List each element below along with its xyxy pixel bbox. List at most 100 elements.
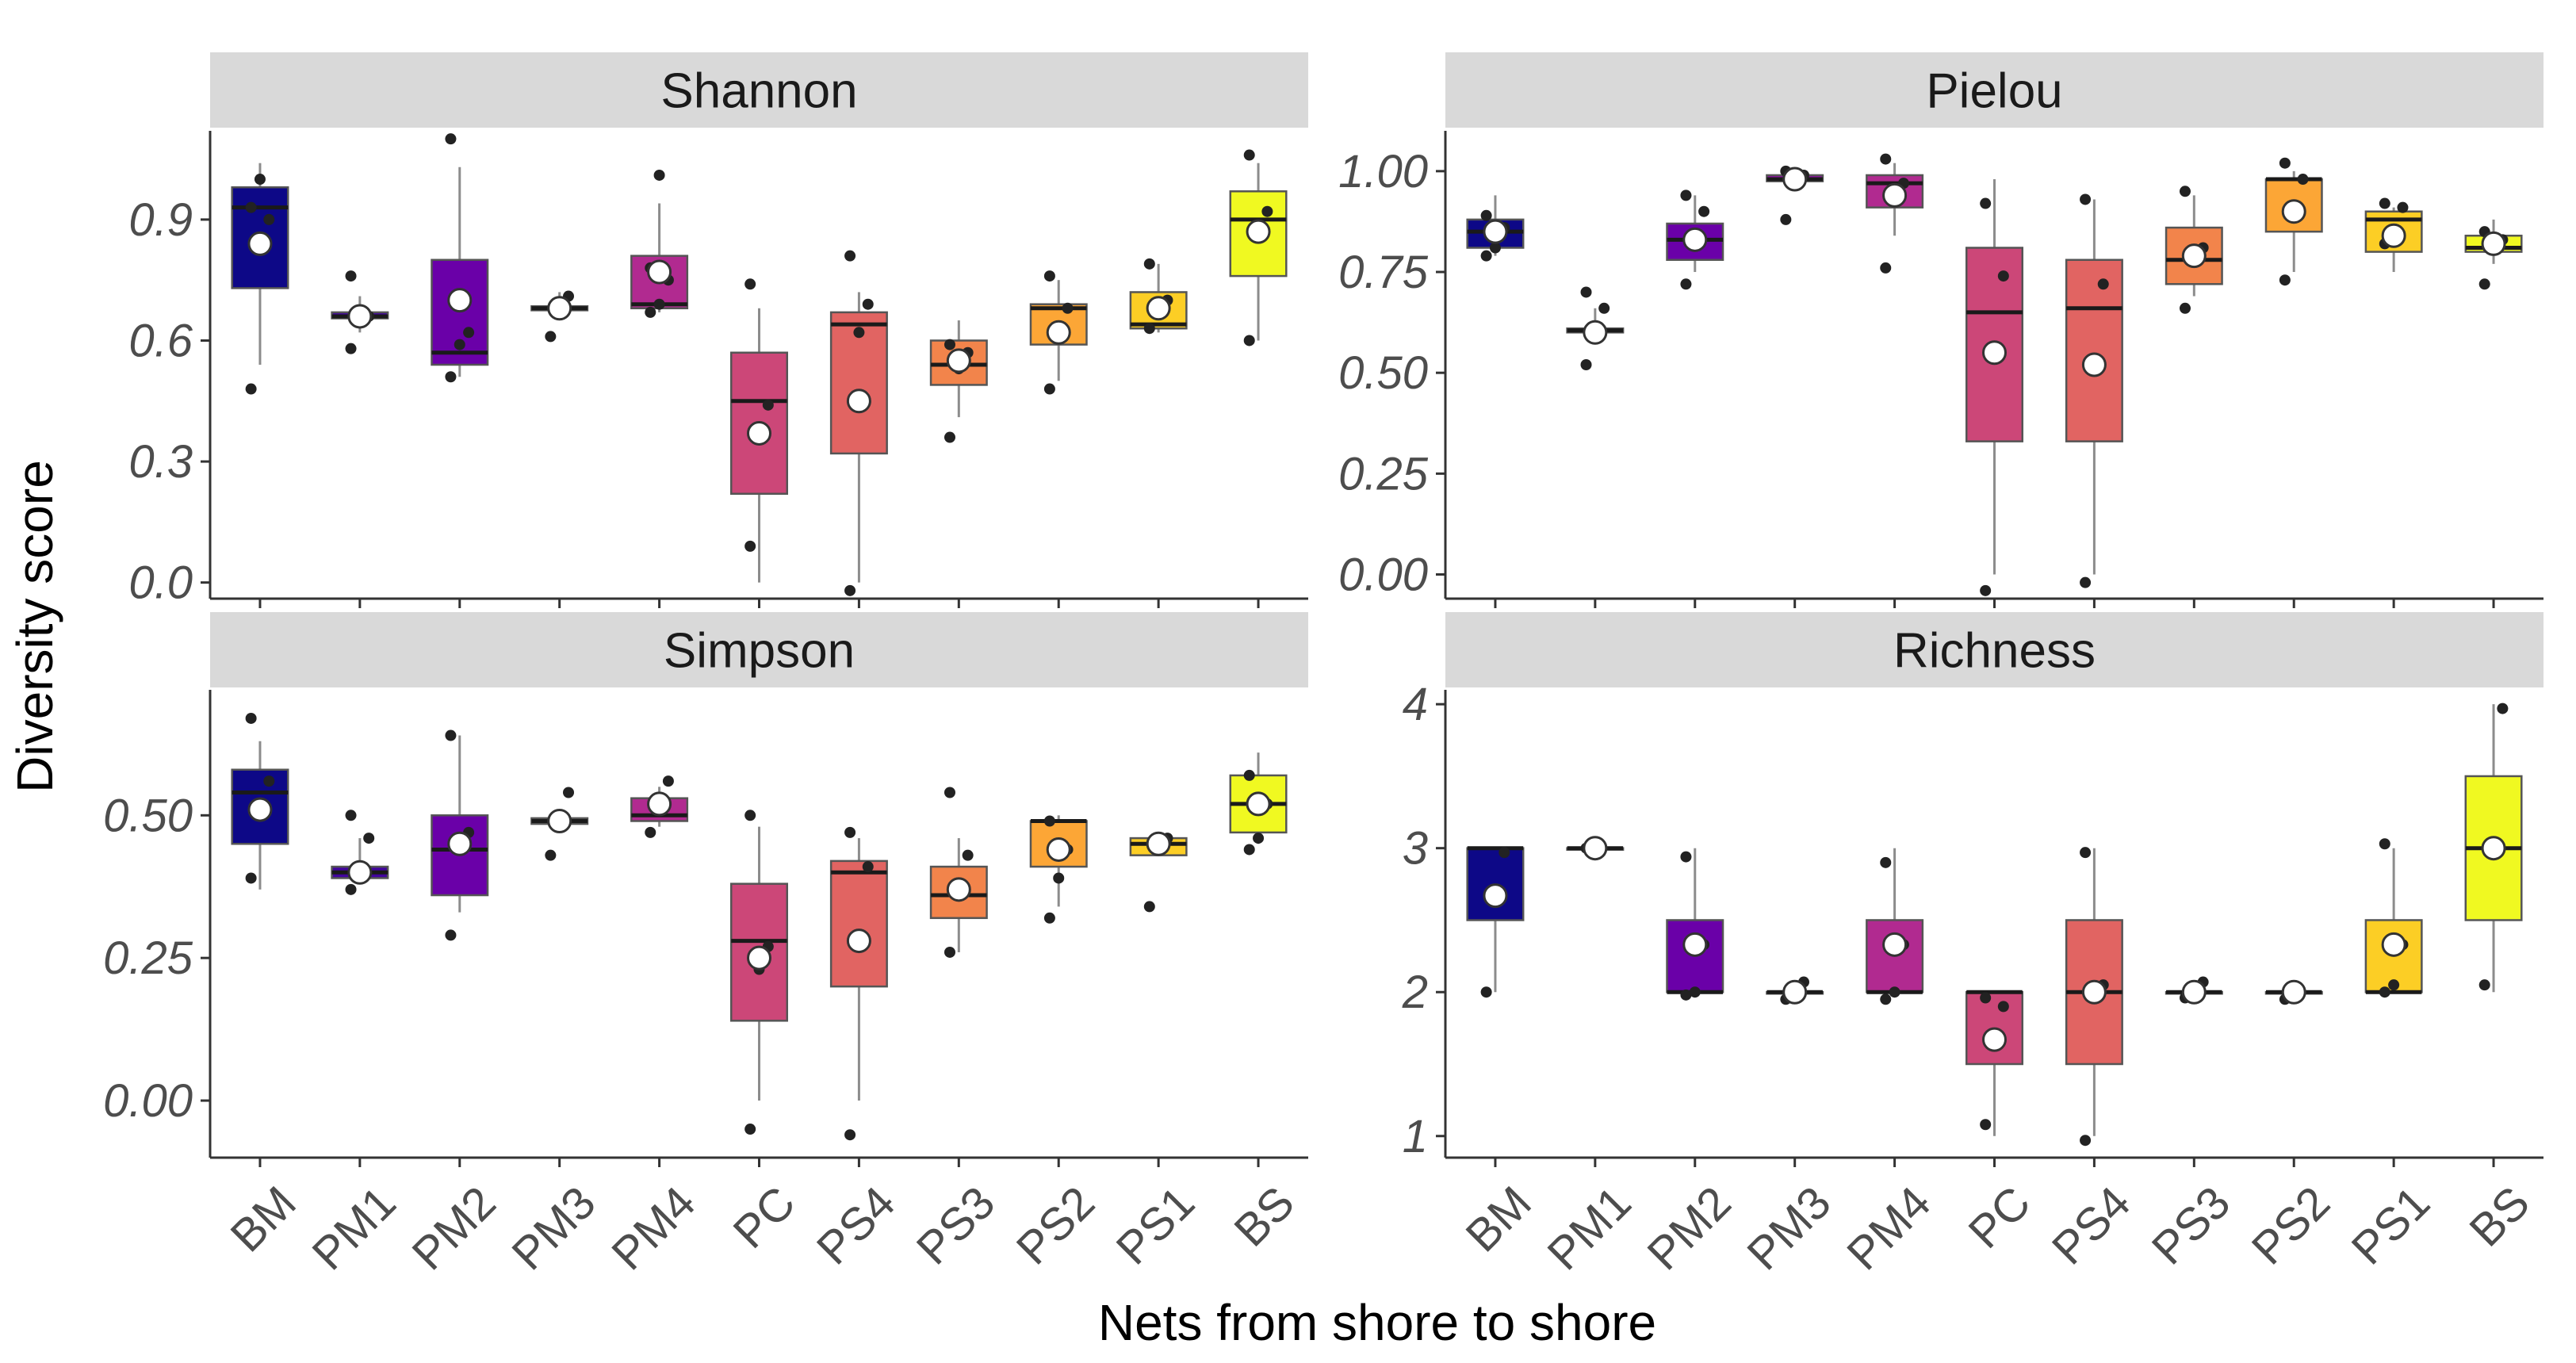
data-point bbox=[2379, 197, 2390, 209]
mean-marker bbox=[1246, 219, 1271, 244]
mean-marker bbox=[247, 231, 273, 256]
mean-marker bbox=[2381, 223, 2406, 248]
facet-title: Pielou bbox=[1926, 64, 2062, 119]
mean-marker bbox=[846, 389, 871, 414]
data-point bbox=[245, 712, 257, 724]
data-point bbox=[1062, 302, 1074, 314]
data-point bbox=[1243, 149, 1255, 161]
box-pm4 bbox=[1866, 848, 1924, 1005]
mean-marker bbox=[1583, 836, 1608, 861]
data-point bbox=[563, 787, 575, 798]
box-pm2 bbox=[1666, 848, 1724, 1001]
mean-marker bbox=[1246, 791, 1271, 817]
data-point bbox=[245, 872, 257, 884]
y-tick-label: 1 bbox=[1403, 1111, 1428, 1162]
mean-marker bbox=[2481, 836, 2506, 861]
data-point bbox=[1043, 912, 1055, 924]
data-point bbox=[2080, 847, 2092, 859]
mean-marker bbox=[1782, 167, 1808, 192]
y-tick-label: 0.0 bbox=[128, 557, 193, 609]
data-point bbox=[1980, 1119, 1992, 1131]
data-point bbox=[2478, 278, 2490, 290]
mean-marker bbox=[1782, 979, 1808, 1005]
data-point bbox=[944, 787, 955, 798]
data-point bbox=[545, 849, 557, 861]
data-point bbox=[2080, 576, 2092, 588]
box-ps1 bbox=[2364, 838, 2423, 998]
box-bm bbox=[1466, 195, 1525, 262]
box-bs bbox=[1229, 149, 1288, 346]
box-pc bbox=[729, 810, 789, 1135]
mean-marker bbox=[1583, 320, 1608, 345]
data-point bbox=[2379, 838, 2390, 850]
data-point bbox=[1243, 769, 1255, 781]
facet-pielou: Pielou 0.00 0.25 0.50 0.75 1.00 bbox=[1338, 52, 2543, 608]
mean-marker bbox=[1982, 1027, 2007, 1052]
data-point bbox=[962, 849, 974, 861]
data-point bbox=[445, 929, 457, 941]
y-tick-label: 0.3 bbox=[128, 436, 193, 488]
box-ps4 bbox=[829, 826, 888, 1141]
data-point bbox=[245, 201, 257, 213]
mean-marker bbox=[1682, 227, 1708, 252]
data-point bbox=[1480, 250, 1492, 262]
data-point bbox=[744, 810, 756, 821]
y-tick-label: 0.25 bbox=[1338, 448, 1429, 500]
data-point bbox=[653, 298, 665, 310]
data-point bbox=[744, 1124, 756, 1135]
mean-marker bbox=[447, 831, 473, 856]
box-pm2 bbox=[1666, 190, 1724, 290]
mean-marker bbox=[1146, 296, 1171, 321]
y-tick-label: 1.00 bbox=[1338, 146, 1428, 197]
data-point bbox=[2497, 703, 2509, 714]
iqr-box bbox=[829, 860, 888, 988]
data-point bbox=[445, 133, 457, 145]
data-point bbox=[844, 584, 856, 596]
data-point bbox=[1680, 190, 1692, 201]
mean-marker bbox=[846, 928, 871, 954]
data-point bbox=[1499, 847, 1510, 859]
box-pm3 bbox=[530, 787, 589, 861]
mean-marker bbox=[747, 420, 771, 446]
y-tick-label: 0.50 bbox=[1338, 347, 1428, 399]
data-point bbox=[363, 833, 375, 844]
data-point bbox=[2397, 201, 2409, 213]
data-point bbox=[1880, 153, 1892, 165]
data-point bbox=[545, 331, 557, 343]
data-point bbox=[1053, 872, 1065, 884]
data-point bbox=[2279, 274, 2291, 286]
data-point bbox=[2080, 193, 2092, 205]
data-point bbox=[1489, 242, 1501, 254]
mean-marker bbox=[2181, 979, 2207, 1005]
box-bs bbox=[2464, 219, 2523, 290]
facet-title: Shannon bbox=[660, 64, 857, 119]
box-bm bbox=[1466, 846, 1525, 998]
mean-marker bbox=[647, 259, 672, 285]
data-point bbox=[1997, 1001, 2009, 1013]
box-pc bbox=[729, 278, 789, 583]
box-ps4 bbox=[2065, 193, 2123, 588]
data-point bbox=[1880, 262, 1892, 274]
data-point bbox=[944, 946, 955, 958]
y-axis-title: Diversity score bbox=[6, 460, 63, 793]
mean-marker bbox=[1483, 883, 1508, 909]
data-point bbox=[1980, 584, 1992, 596]
mean-marker bbox=[2181, 243, 2207, 269]
data-point bbox=[862, 298, 874, 310]
box-pm4 bbox=[630, 775, 689, 838]
facet-strip bbox=[1445, 612, 2543, 687]
box-ps1 bbox=[1129, 258, 1188, 335]
data-point bbox=[1780, 213, 1792, 225]
mean-marker bbox=[1682, 932, 1708, 957]
box-ps4 bbox=[2065, 847, 2123, 1147]
box-ps1 bbox=[1129, 831, 1188, 913]
data-point bbox=[1880, 994, 1892, 1005]
mean-marker bbox=[647, 791, 672, 817]
facet-strip bbox=[210, 612, 1308, 687]
data-point bbox=[2097, 278, 2109, 290]
data-point bbox=[645, 306, 656, 318]
data-point bbox=[1980, 197, 1992, 209]
box-pm2 bbox=[431, 729, 489, 941]
data-point bbox=[345, 810, 357, 821]
